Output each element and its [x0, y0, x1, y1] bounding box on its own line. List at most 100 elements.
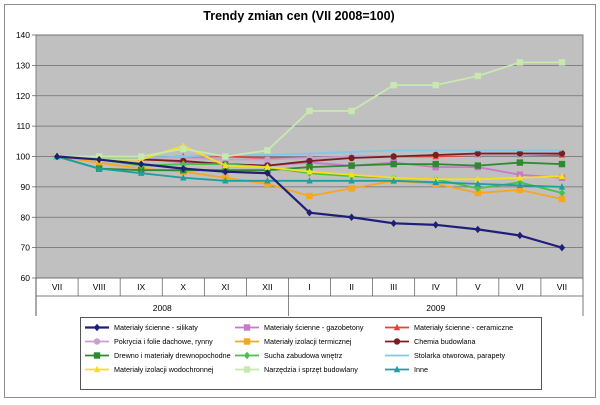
- data-point: [474, 184, 482, 193]
- legend-label: Materiały izolacji wodochronnej: [114, 364, 214, 374]
- data-point: [516, 150, 524, 157]
- data-point: [558, 243, 566, 252]
- data-point: [348, 185, 355, 192]
- y-tick-label: 70: [21, 243, 31, 253]
- legend-label: Chemia budowlana: [414, 336, 476, 346]
- data-point: [180, 160, 187, 168]
- legend-label: Materiały izolacji termicznej: [264, 336, 352, 346]
- y-tick-label: 90: [21, 182, 31, 192]
- data-point: [306, 177, 313, 184]
- x-tick-label: VIII: [93, 282, 106, 292]
- legend-swatch-marker: [93, 337, 101, 345]
- legend-item: Materiały ścienne - ceramiczne: [384, 320, 534, 334]
- legend-swatch: [235, 351, 259, 359]
- data-point: [348, 213, 355, 221]
- x-tick-label: III: [390, 282, 397, 292]
- data-point: [474, 150, 482, 157]
- legend-label: Stolarka otworowa, parapety: [414, 350, 506, 360]
- legend-item: Materiały ścienne - gazobetony: [234, 320, 384, 334]
- x-tick-label: II: [349, 282, 354, 292]
- legend-swatch: [235, 323, 259, 331]
- data-point: [137, 160, 145, 168]
- data-point: [306, 157, 313, 165]
- legend-swatch: [235, 365, 259, 373]
- x-tick-label: I: [308, 282, 310, 292]
- data-point: [180, 164, 187, 173]
- data-point: [222, 167, 229, 176]
- x-tick-label: IX: [137, 282, 145, 292]
- legend-swatch: [385, 365, 409, 372]
- legend-item: Drewno i materiały drewnopochodne: [84, 348, 234, 362]
- data-point: [516, 231, 524, 240]
- legend-label: Materiały ścienne - silikaty: [114, 322, 198, 332]
- data-point: [348, 162, 355, 169]
- legend-item: Inne: [384, 362, 534, 376]
- data-point: [432, 221, 439, 229]
- data-point: [306, 167, 313, 175]
- legend-label: Inne: [414, 364, 428, 374]
- data-point: [432, 178, 439, 186]
- data-point: [348, 154, 355, 162]
- y-tick-label: 100: [16, 152, 30, 162]
- data-point: [306, 163, 313, 171]
- data-point: [474, 189, 482, 197]
- data-point: [558, 189, 566, 197]
- data-point: [306, 208, 313, 217]
- data-point: [95, 155, 103, 164]
- legend-item: Materiały izolacji wodochronnej: [84, 362, 234, 376]
- data-point: [474, 225, 482, 234]
- legend-swatch-marker: [93, 351, 101, 359]
- legend-swatch: [235, 337, 259, 345]
- legend-swatch: [85, 351, 109, 359]
- data-point: [516, 174, 524, 181]
- legend-label: Narzędzia i sprzęt budowlany: [264, 364, 358, 374]
- data-point: [95, 164, 103, 172]
- data-point: [264, 147, 271, 154]
- legend-swatch: [85, 337, 109, 345]
- data-point: [390, 81, 397, 89]
- data-point: [474, 175, 482, 182]
- data-point: [348, 171, 355, 178]
- data-point: [432, 81, 439, 89]
- data-point: [264, 169, 271, 177]
- legend-item: Pokrycia i folie dachowe, rynny: [84, 334, 234, 348]
- chart-title: Trendy zmian cen (VII 2008=100): [203, 9, 395, 23]
- data-point: [558, 59, 566, 66]
- data-point: [390, 177, 397, 184]
- legend-label: Materiały ścienne - ceramiczne: [414, 322, 514, 332]
- series-group: [53, 152, 566, 190]
- data-point: [222, 177, 229, 184]
- legend-swatch-marker: [393, 323, 401, 330]
- data-point: [348, 107, 355, 115]
- x-tick-label: XII: [262, 282, 272, 292]
- data-point: [558, 195, 566, 203]
- chart-legend: Materiały ścienne - silikaty Materiały śc…: [80, 317, 542, 390]
- data-point: [390, 153, 397, 160]
- data-point: [558, 150, 566, 157]
- legend-swatch-marker: [243, 323, 251, 331]
- legend-swatch: [385, 354, 409, 356]
- data-point: [222, 161, 229, 169]
- data-point: [558, 160, 566, 168]
- data-point: [474, 72, 482, 80]
- y-tick-label: 130: [16, 60, 30, 70]
- x-group-label: 2009: [426, 303, 445, 313]
- y-tick-label: 140: [16, 30, 30, 40]
- y-tick-label: 60: [21, 273, 31, 283]
- data-point: [264, 156, 271, 163]
- data-point: [474, 180, 482, 187]
- data-point: [264, 177, 271, 184]
- data-point: [558, 172, 566, 179]
- series-group: [53, 152, 566, 252]
- x-tick-label: VII: [52, 282, 62, 292]
- y-tick-label: 110: [16, 121, 30, 131]
- y-tick-label: 120: [16, 91, 30, 101]
- data-point: [558, 183, 566, 190]
- legend-label: Drewno i materiały drewnopochodne: [114, 350, 231, 360]
- data-point: [264, 180, 271, 188]
- x-tick-label: X: [180, 282, 186, 292]
- data-point: [432, 160, 439, 168]
- y-tick-label: 80: [21, 212, 31, 222]
- data-point: [348, 177, 355, 184]
